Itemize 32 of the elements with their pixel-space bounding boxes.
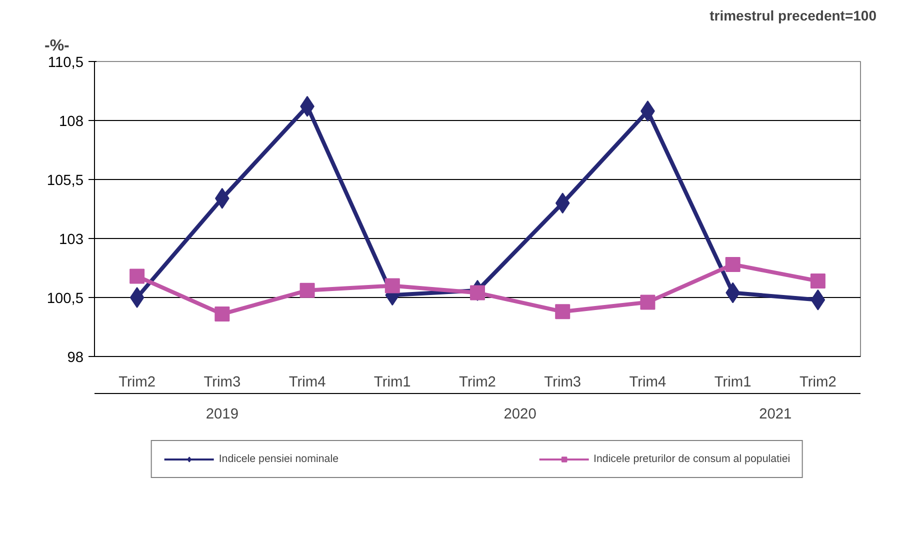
y-tick-label: 110,5 bbox=[48, 55, 84, 71]
x-tick-label: Trim2 bbox=[799, 374, 836, 390]
y-tick-label: 98 bbox=[67, 350, 84, 366]
text: 2021 bbox=[759, 406, 792, 422]
y-tick-label: 103 bbox=[59, 232, 84, 248]
x-tick-label: Trim1 bbox=[714, 374, 752, 390]
y-tick-label: 108 bbox=[59, 114, 84, 130]
point bbox=[300, 282, 315, 298]
legend-label: Indicele preturilor de consum al populatiei bbox=[594, 452, 790, 464]
x-tick-label: Trim4 bbox=[288, 374, 326, 390]
point bbox=[214, 306, 230, 322]
point bbox=[640, 294, 656, 310]
x-tick-label: Trim1 bbox=[374, 374, 411, 390]
x-tick-label: Trim3 bbox=[204, 374, 241, 390]
text: 2020 bbox=[504, 406, 536, 422]
point bbox=[555, 304, 570, 320]
point bbox=[130, 287, 144, 308]
x-tick-label: Trim3 bbox=[544, 374, 582, 390]
x-tick-label: Trim4 bbox=[629, 374, 666, 390]
text: 2019 bbox=[206, 406, 238, 422]
point bbox=[384, 278, 400, 294]
point bbox=[725, 256, 740, 272]
legend-label: Indicele pensiei nominale bbox=[218, 452, 338, 464]
y-axis-title: -%- bbox=[44, 38, 70, 54]
x-tick-label: Trim2 bbox=[459, 374, 496, 390]
point bbox=[130, 268, 145, 284]
x-tick-label: Trim2 bbox=[118, 374, 156, 390]
point bbox=[470, 285, 485, 300]
chart-subtitle: trimestrul precedent=100 bbox=[710, 8, 877, 24]
y-tick-label: 100,5 bbox=[46, 291, 84, 307]
y-tick-label: 105,5 bbox=[46, 173, 84, 189]
point bbox=[810, 273, 826, 288]
